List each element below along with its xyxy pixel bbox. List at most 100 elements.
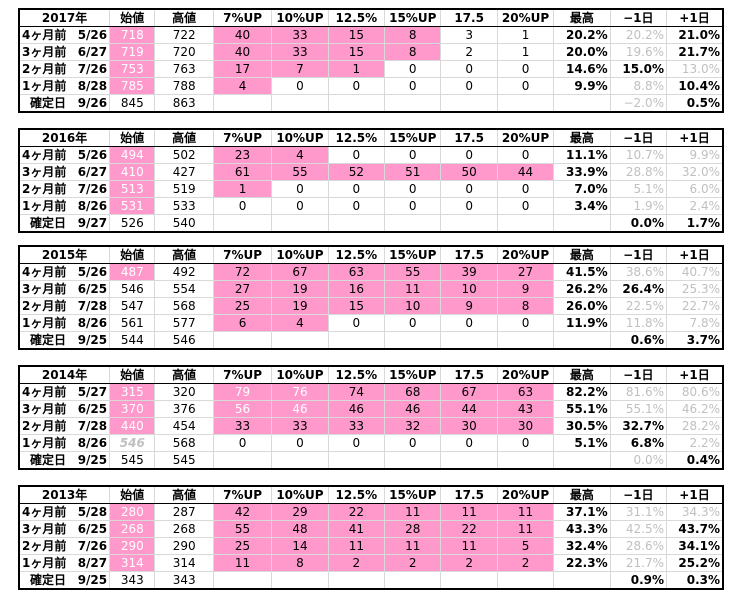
- minus-one-day[interactable]: 22.5%: [609, 297, 668, 315]
- plus-one-day[interactable]: 40.7%: [666, 263, 724, 281]
- empty-cell[interactable]: [271, 94, 329, 113]
- start-price[interactable]: 546: [109, 280, 156, 298]
- minus-one-day[interactable]: 20.2%: [609, 26, 668, 44]
- threshold-count[interactable]: 48: [271, 520, 329, 538]
- row-label[interactable]: 1ヶ月前 8/28: [18, 77, 111, 95]
- column-header[interactable]: 17.5: [440, 128, 498, 147]
- year-label[interactable]: 2017年: [18, 8, 111, 27]
- empty-cell[interactable]: [271, 451, 329, 470]
- threshold-count[interactable]: 11: [384, 280, 442, 298]
- start-price[interactable]: 513: [109, 180, 156, 198]
- max-gain[interactable]: 11.1%: [553, 146, 611, 164]
- max-gain[interactable]: 3.4%: [553, 197, 611, 215]
- threshold-count[interactable]: 10: [440, 280, 498, 298]
- plus-one-day[interactable]: 9.9%: [666, 146, 724, 164]
- empty-cell[interactable]: [212, 571, 273, 590]
- threshold-count[interactable]: 1: [496, 43, 555, 61]
- max-gain[interactable]: 30.5%: [553, 417, 611, 435]
- empty-cell[interactable]: [440, 451, 498, 470]
- threshold-count[interactable]: 0: [496, 434, 555, 452]
- column-header[interactable]: 15%UP: [384, 128, 442, 147]
- minus-one-day[interactable]: 10.7%: [609, 146, 668, 164]
- column-header[interactable]: 最高: [553, 245, 611, 264]
- max-gain[interactable]: 41.5%: [553, 263, 611, 281]
- column-header[interactable]: 17.5: [440, 245, 498, 264]
- max-gain[interactable]: 9.9%: [553, 77, 611, 95]
- max-gain[interactable]: 11.9%: [553, 314, 611, 332]
- final-label[interactable]: 確定日 9/26: [18, 94, 111, 113]
- empty-cell[interactable]: [384, 451, 442, 470]
- row-label[interactable]: 2ヶ月前 7/26: [18, 537, 111, 555]
- threshold-count[interactable]: 46: [384, 400, 442, 418]
- plus-one-day[interactable]: 25.3%: [666, 280, 724, 298]
- column-header[interactable]: 12.5%: [327, 128, 386, 147]
- threshold-count[interactable]: 5: [496, 537, 555, 555]
- final-start-price[interactable]: 545: [109, 451, 156, 470]
- column-header[interactable]: +1日: [666, 8, 724, 27]
- high-price[interactable]: 427: [154, 163, 214, 181]
- threshold-count[interactable]: 0: [271, 197, 329, 215]
- column-header[interactable]: 20%UP: [496, 128, 555, 147]
- minus-one-day[interactable]: 19.6%: [609, 43, 668, 61]
- column-header[interactable]: 20%UP: [496, 8, 555, 27]
- high-price[interactable]: 454: [154, 417, 214, 435]
- max-gain[interactable]: 82.2%: [553, 383, 611, 401]
- empty-cell[interactable]: [440, 571, 498, 590]
- high-price[interactable]: 268: [154, 520, 214, 538]
- column-header[interactable]: −1日: [609, 485, 668, 504]
- threshold-count[interactable]: 0: [327, 434, 386, 452]
- threshold-count[interactable]: 0: [440, 77, 498, 95]
- row-label[interactable]: 4ヶ月前 5/26: [18, 263, 111, 281]
- threshold-count[interactable]: 43: [496, 400, 555, 418]
- minus-one-day[interactable]: 38.6%: [609, 263, 668, 281]
- max-gain[interactable]: 22.3%: [553, 554, 611, 572]
- high-price[interactable]: 290: [154, 537, 214, 555]
- start-price[interactable]: 785: [109, 77, 156, 95]
- row-label[interactable]: 2ヶ月前 7/26: [18, 180, 111, 198]
- final-minus-one-day[interactable]: 0.0%: [609, 451, 668, 470]
- threshold-count[interactable]: 40: [212, 26, 273, 44]
- final-start-price[interactable]: 343: [109, 571, 156, 590]
- empty-cell[interactable]: [271, 214, 329, 233]
- column-header[interactable]: 高値: [154, 128, 214, 147]
- column-header[interactable]: 17.5: [440, 485, 498, 504]
- minus-one-day[interactable]: 6.8%: [609, 434, 668, 452]
- threshold-count[interactable]: 27: [496, 263, 555, 281]
- plus-one-day[interactable]: 46.2%: [666, 400, 724, 418]
- final-plus-one-day[interactable]: 0.3%: [666, 571, 724, 590]
- row-label[interactable]: 3ヶ月前 6/25: [18, 520, 111, 538]
- start-price[interactable]: 494: [109, 146, 156, 164]
- start-price[interactable]: 719: [109, 43, 156, 61]
- threshold-count[interactable]: 0: [384, 77, 442, 95]
- threshold-count[interactable]: 0: [384, 60, 442, 78]
- max-gain[interactable]: 26.2%: [553, 280, 611, 298]
- column-header[interactable]: 15%UP: [384, 245, 442, 264]
- empty-cell[interactable]: [384, 331, 442, 350]
- high-price[interactable]: 763: [154, 60, 214, 78]
- threshold-count[interactable]: 33: [271, 417, 329, 435]
- column-header[interactable]: −1日: [609, 245, 668, 264]
- threshold-count[interactable]: 33: [327, 417, 386, 435]
- high-price[interactable]: 554: [154, 280, 214, 298]
- empty-cell[interactable]: [212, 331, 273, 350]
- empty-cell[interactable]: [496, 451, 555, 470]
- minus-one-day[interactable]: 8.8%: [609, 77, 668, 95]
- plus-one-day[interactable]: 21.0%: [666, 26, 724, 44]
- max-gain[interactable]: 20.0%: [553, 43, 611, 61]
- threshold-count[interactable]: 0: [440, 60, 498, 78]
- threshold-count[interactable]: 1: [496, 26, 555, 44]
- column-header[interactable]: 17.5: [440, 365, 498, 384]
- threshold-count[interactable]: 0: [212, 197, 273, 215]
- empty-cell[interactable]: [327, 214, 386, 233]
- high-price[interactable]: 577: [154, 314, 214, 332]
- plus-one-day[interactable]: 2.2%: [666, 434, 724, 452]
- empty-cell[interactable]: [271, 571, 329, 590]
- empty-cell[interactable]: [384, 214, 442, 233]
- start-price[interactable]: 753: [109, 60, 156, 78]
- plus-one-day[interactable]: 7.8%: [666, 314, 724, 332]
- plus-one-day[interactable]: 80.6%: [666, 383, 724, 401]
- threshold-count[interactable]: 15: [327, 26, 386, 44]
- empty-cell[interactable]: [384, 571, 442, 590]
- plus-one-day[interactable]: 10.4%: [666, 77, 724, 95]
- minus-one-day[interactable]: 55.1%: [609, 400, 668, 418]
